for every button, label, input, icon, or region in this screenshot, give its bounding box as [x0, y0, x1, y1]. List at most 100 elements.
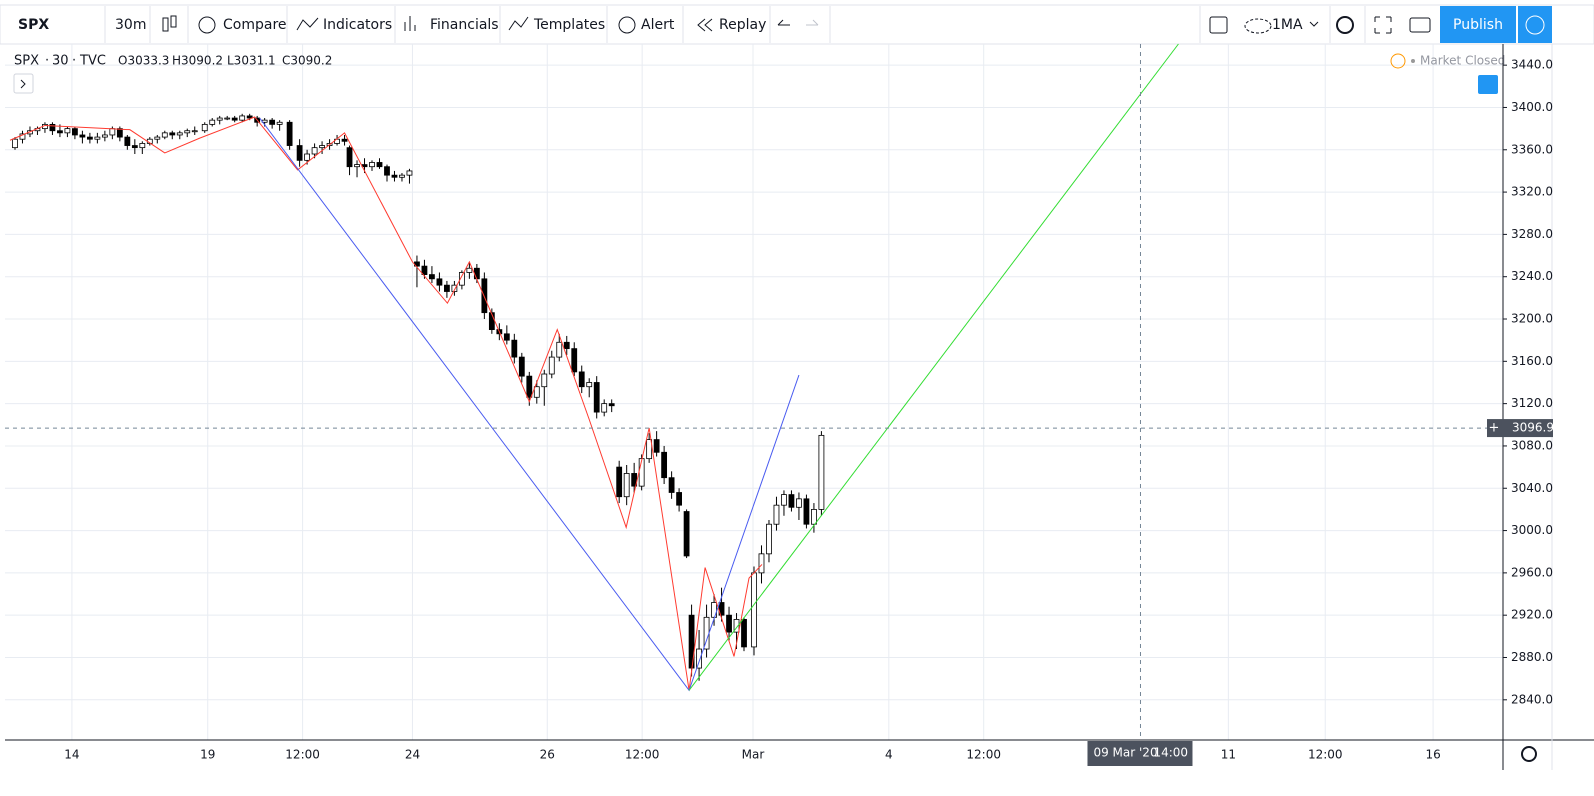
object-tree-button[interactable] — [1478, 75, 1498, 94]
plot-area — [5, 43, 1503, 740]
templates[interactable]: Templates — [533, 17, 605, 33]
settings-icon[interactable] — [1336, 16, 1354, 34]
axis-settings[interactable] — [1521, 746, 1537, 762]
fullscreen-icon[interactable] — [1374, 16, 1392, 34]
candle — [101, 130, 108, 142]
play-icon — [1525, 15, 1545, 35]
compare[interactable]: Compare — [223, 17, 287, 33]
replay[interactable]: Replay — [719, 17, 766, 33]
legend: SPX · 30 · TVC O3033.3 H3090.2 L3031.1 C… — [13, 53, 1505, 94]
template-name[interactable]: 1MA — [1272, 17, 1303, 33]
x-tick-label: Mar — [742, 748, 765, 762]
candle — [503, 325, 510, 345]
candle-body — [376, 162, 383, 168]
crosshair-time: 14:00 — [1153, 746, 1188, 760]
candle — [773, 496, 780, 531]
candle — [384, 164, 390, 182]
crosshair-time-box — [1087, 741, 1193, 766]
toolbar: SPX 30m Compare Indicators Financials Te… — [0, 4, 1594, 45]
x-tick-label: 19 — [200, 748, 215, 762]
candle-body — [668, 477, 675, 493]
candle-body — [79, 134, 86, 138]
candle-body — [511, 339, 518, 358]
candle — [458, 270, 465, 290]
legend-interval: 30 — [52, 54, 69, 69]
candle — [311, 143, 318, 159]
status-icon — [1390, 53, 1406, 69]
layout-icon[interactable] — [1209, 16, 1228, 34]
candle — [346, 145, 353, 176]
candle-body — [369, 162, 375, 168]
expand-button[interactable] — [13, 73, 34, 94]
candle-body — [139, 143, 146, 149]
candle — [79, 130, 86, 144]
candle — [161, 130, 168, 140]
indicators[interactable]: Indicators — [323, 17, 392, 33]
candle — [533, 380, 540, 404]
candle-body — [578, 371, 585, 388]
y-tick-label: 3320.0 — [1511, 185, 1553, 199]
templates-icon[interactable] — [508, 16, 529, 31]
play-button[interactable] — [1518, 6, 1552, 43]
redo[interactable] — [806, 19, 819, 26]
candle-body — [726, 614, 732, 633]
candle-body — [64, 128, 71, 134]
alert[interactable]: Alert — [641, 17, 675, 33]
candle-body — [696, 648, 702, 669]
candle-body — [466, 267, 473, 273]
candle-body — [354, 164, 360, 168]
compare-icon[interactable] — [198, 16, 216, 34]
crosshair-price-box — [1487, 419, 1553, 438]
y-tick-label: 3200.0 — [1511, 312, 1553, 326]
financials[interactable]: Financials — [430, 17, 499, 33]
y-tick-label: 3400.0 — [1511, 100, 1553, 114]
candle — [676, 488, 682, 512]
candle-body — [86, 136, 93, 140]
candle — [201, 122, 208, 133]
candle — [444, 280, 450, 298]
y-tick-label: 2880.0 — [1511, 650, 1553, 664]
candle-body — [586, 382, 593, 388]
candle-body — [718, 602, 725, 616]
legend-open: O3033.3 — [118, 54, 169, 68]
replay-icon[interactable] — [697, 18, 713, 32]
symbol[interactable]: SPX — [18, 17, 49, 33]
publish[interactable]: Publish — [1453, 17, 1503, 33]
candle-icon[interactable] — [162, 15, 177, 32]
candle — [653, 431, 660, 457]
dropdown[interactable] — [1309, 21, 1319, 27]
interval[interactable]: 30m — [115, 17, 146, 33]
candle — [563, 335, 570, 355]
candle-body — [276, 121, 283, 125]
candle-body — [131, 145, 138, 149]
y-tick-label: 3000.0 — [1511, 523, 1553, 537]
candle-body — [518, 356, 525, 377]
candle-body — [818, 434, 825, 510]
candle-body — [429, 274, 435, 280]
snapshot-icon[interactable] — [1409, 17, 1431, 33]
candle-body — [319, 145, 325, 149]
indicators-icon[interactable] — [296, 17, 319, 31]
candle — [548, 350, 555, 379]
candle — [788, 490, 795, 512]
candle — [399, 173, 405, 182]
candle-body — [444, 284, 450, 292]
candle — [571, 342, 578, 377]
financials-icon[interactable] — [404, 16, 416, 31]
candle-body — [741, 619, 747, 648]
candle-body — [184, 130, 191, 134]
candle — [511, 333, 518, 364]
candle — [216, 115, 223, 125]
candle — [49, 122, 56, 135]
candle — [64, 126, 71, 138]
candle — [239, 113, 246, 123]
candle-body — [758, 553, 765, 574]
candle-body — [451, 284, 458, 292]
cloud-icon[interactable] — [1244, 18, 1272, 34]
undo[interactable] — [777, 19, 790, 26]
alert-icon[interactable] — [618, 16, 636, 34]
publish-button[interactable] — [1440, 6, 1516, 43]
candle — [286, 120, 293, 150]
